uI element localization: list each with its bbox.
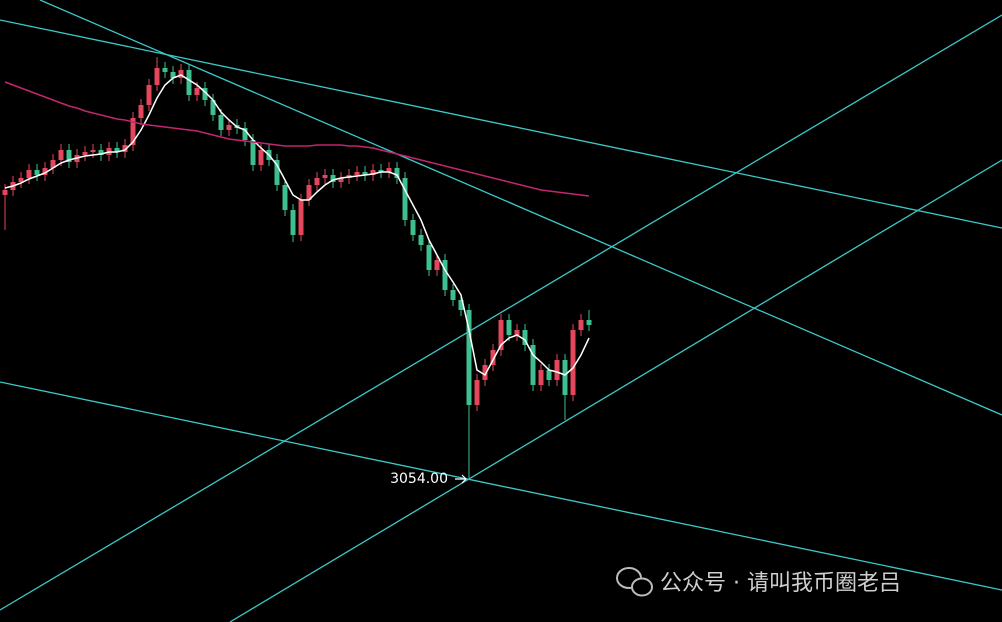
candle-body <box>530 345 536 385</box>
candle-body <box>282 185 288 210</box>
candle-body <box>362 172 368 175</box>
trend-line <box>229 159 1002 622</box>
plot <box>2 57 592 478</box>
candle-body <box>498 320 504 350</box>
candle-body <box>194 88 200 95</box>
candle-body <box>522 330 528 345</box>
trend-line <box>0 14 1002 611</box>
candle-body <box>394 168 400 178</box>
candle-body <box>562 360 568 395</box>
candle-body <box>426 245 432 270</box>
trend-line <box>39 0 1002 416</box>
candle-body <box>170 72 176 78</box>
candle-body <box>338 178 344 182</box>
candle-body <box>466 310 472 405</box>
candle-body <box>386 168 392 172</box>
candle-body <box>458 300 464 310</box>
candle-body <box>450 290 456 300</box>
candle-body <box>186 70 192 95</box>
candle-body <box>202 88 208 100</box>
candle-body <box>434 260 440 270</box>
candle-body <box>578 320 584 330</box>
candle-body <box>26 170 32 178</box>
candle-body <box>314 178 320 185</box>
candle-body <box>242 128 248 140</box>
candle-body <box>58 150 64 160</box>
candle-body <box>162 68 168 72</box>
moving-average-line <box>4 81 590 197</box>
moving-average-line <box>4 74 590 377</box>
candle-body <box>370 170 376 175</box>
candle-body <box>546 370 552 380</box>
trend-line <box>0 19 1002 229</box>
low-annotation: 3054.00 <box>390 471 448 487</box>
candle-body <box>554 360 560 380</box>
candle-body <box>354 172 360 175</box>
candle-body <box>258 150 264 165</box>
candle-body <box>42 168 48 175</box>
wechat-icon <box>616 567 653 597</box>
candle-body <box>298 200 304 235</box>
candle-body <box>418 235 424 245</box>
candle-body <box>122 145 128 152</box>
candle-body <box>34 170 40 175</box>
candle-body <box>114 148 120 152</box>
candle-body <box>210 100 216 115</box>
candle-body <box>18 178 24 182</box>
candle-body <box>218 115 224 130</box>
candle-body <box>410 220 416 235</box>
candle-body <box>442 260 448 290</box>
annotation-arrow <box>455 474 467 484</box>
candle-body <box>330 175 336 182</box>
candle-body <box>538 370 544 385</box>
candle-body <box>514 330 520 335</box>
candle-body <box>482 365 488 380</box>
candle-body <box>490 350 496 365</box>
candle-body <box>178 70 184 78</box>
watermark: 公众号 · 请叫我币圈老吕 <box>660 571 901 596</box>
candle-body <box>378 170 384 172</box>
candle-body <box>138 105 144 118</box>
candle-body <box>586 320 592 325</box>
candle-body <box>250 140 256 165</box>
candle-body <box>146 85 152 105</box>
candle-body <box>50 160 56 168</box>
candle-body <box>506 320 512 335</box>
candle-body <box>274 160 280 185</box>
candle-body <box>226 125 232 130</box>
candle-body <box>154 68 160 85</box>
candle-body <box>82 152 88 155</box>
candle-body <box>290 210 296 235</box>
candle-body <box>66 150 72 162</box>
trend-line <box>0 381 1002 591</box>
candle-body <box>474 380 480 405</box>
candle-body <box>2 190 8 195</box>
candle-body <box>402 178 408 220</box>
candle-body <box>570 330 576 395</box>
candle-body <box>98 150 104 155</box>
candle-body <box>90 150 96 152</box>
candle-body <box>322 175 328 178</box>
candle-body <box>130 118 136 145</box>
candle-body <box>306 185 312 200</box>
